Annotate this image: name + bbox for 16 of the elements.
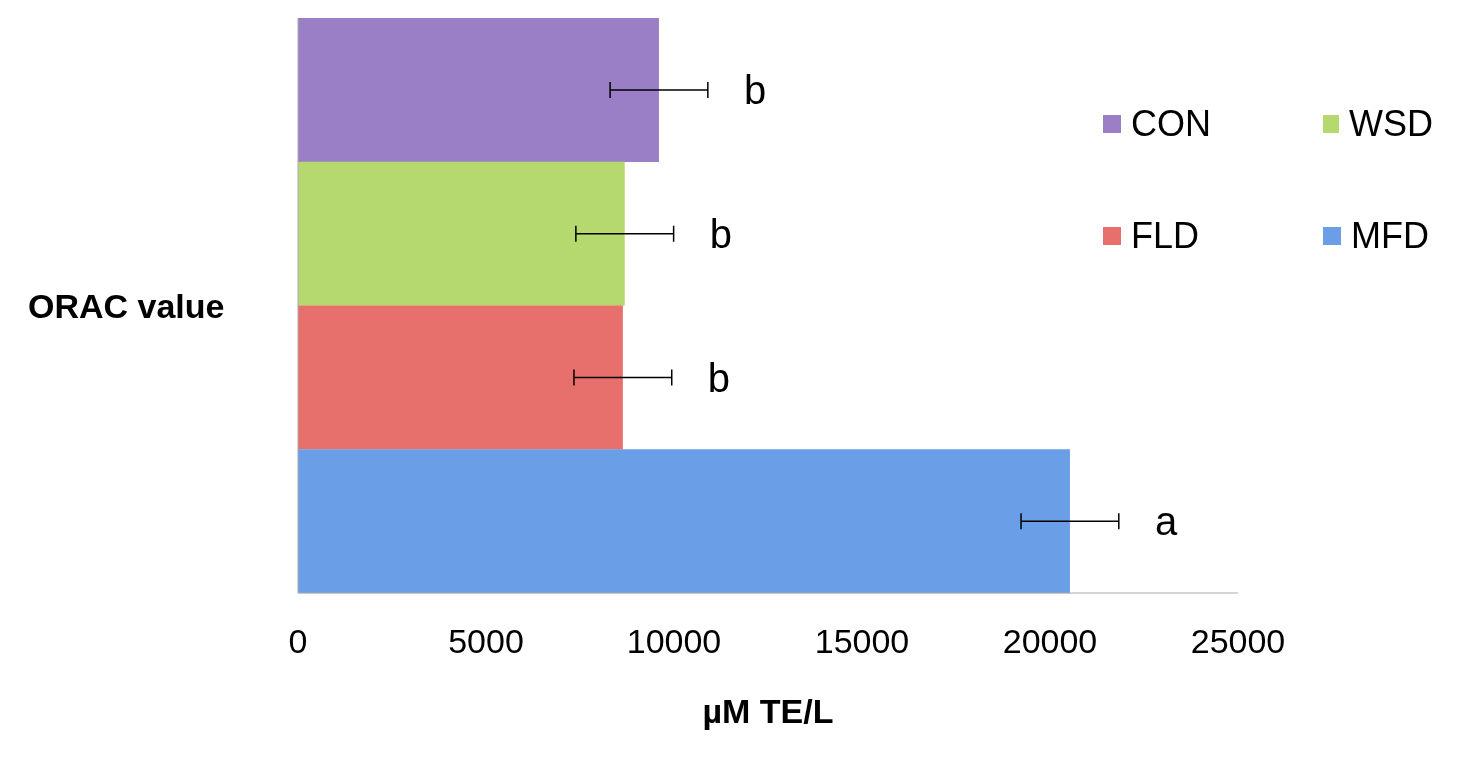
legend-label: WSD bbox=[1349, 103, 1433, 145]
x-tick-label: 20000 bbox=[1002, 622, 1098, 661]
x-tick-label: 0 bbox=[288, 622, 308, 661]
x-tick-label: 5000 bbox=[448, 622, 524, 661]
y-axis-title: ORAC value bbox=[28, 286, 225, 325]
data-label: b bbox=[743, 68, 767, 113]
data-label: b bbox=[709, 211, 732, 256]
x-tick-label: 25000 bbox=[1190, 622, 1286, 661]
x-tick-label: 15000 bbox=[814, 622, 910, 661]
data-label: a bbox=[1154, 499, 1178, 544]
x-axis-title: µM TE/L bbox=[702, 692, 834, 730]
legend-label: FLD bbox=[1131, 215, 1200, 257]
legend-label: CON bbox=[1131, 103, 1211, 145]
legend-label: MFD bbox=[1351, 215, 1429, 257]
x-tick-label: 10000 bbox=[626, 622, 722, 661]
data-label: b bbox=[707, 355, 731, 400]
